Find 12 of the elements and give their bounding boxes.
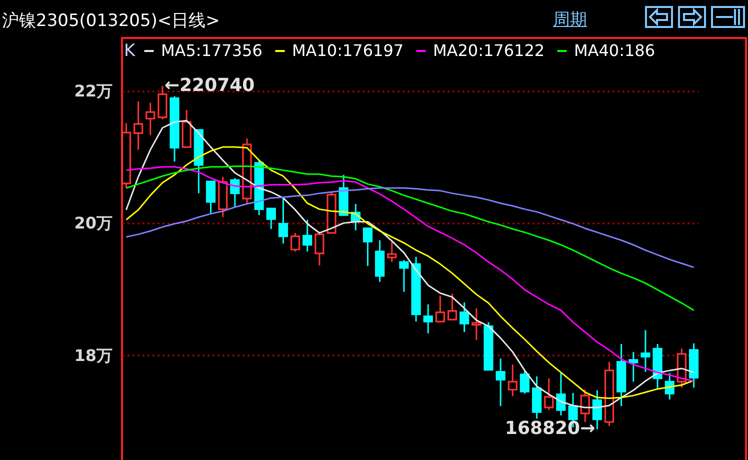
legend-label: MA40:186 — [574, 41, 656, 60]
y-tick-label: 22万 — [74, 81, 112, 100]
legend-title: K — [124, 41, 136, 61]
y-tick-label: 20万 — [74, 214, 112, 233]
y-tick-label: 18万 — [74, 346, 112, 365]
legend-label: MA20:176122 — [433, 41, 545, 60]
legend-label: MA5:177356 — [161, 41, 262, 60]
legend-label: MA10:176197 — [292, 41, 404, 60]
annotation: 168820→ — [504, 418, 596, 440]
text: 周期 — [553, 9, 587, 31]
annotation: ←220740 — [164, 74, 255, 96]
chart-title: 沪镍2305(013205)<日线> — [2, 10, 220, 32]
